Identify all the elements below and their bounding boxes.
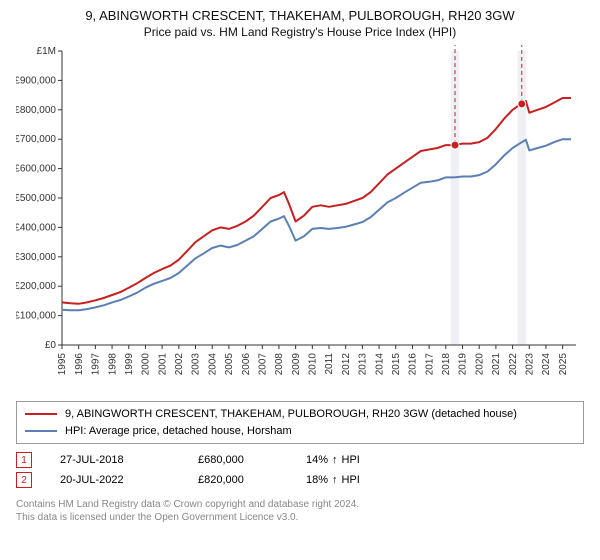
legend-swatch — [25, 430, 57, 432]
footer-line: This data is licensed under the Open Gov… — [16, 511, 584, 524]
svg-text:£600,000: £600,000 — [16, 164, 56, 175]
footer: Contains HM Land Registry data © Crown c… — [16, 498, 584, 524]
sale-price: £820,000 — [198, 474, 278, 486]
sales-table: 1 27-JUL-2018 £680,000 14%↑HPI 2 20-JUL-2022 £… — [16, 452, 584, 492]
svg-text:2010: 2010 — [308, 353, 319, 376]
svg-text:£300,000: £300,000 — [16, 252, 56, 263]
sale-row: 2 20-JUL-2022 £820,000 18%↑HPI — [16, 472, 584, 488]
chart-title-block: 9, ABINGWORTH CRESCENT, THAKEHAM, PULBOR… — [16, 8, 584, 39]
footer-line: Contains HM Land Registry data © Crown c… — [16, 498, 584, 511]
svg-text:2014: 2014 — [374, 353, 385, 376]
svg-text:2004: 2004 — [207, 353, 218, 376]
svg-text:£700,000: £700,000 — [16, 134, 56, 145]
svg-text:2012: 2012 — [341, 353, 352, 376]
svg-text:2003: 2003 — [191, 353, 202, 376]
svg-text:2005: 2005 — [224, 353, 235, 376]
svg-text:2017: 2017 — [424, 353, 435, 376]
svg-text:2021: 2021 — [491, 353, 502, 376]
svg-text:2022: 2022 — [508, 353, 519, 376]
svg-text:1997: 1997 — [91, 353, 102, 376]
svg-text:2025: 2025 — [558, 353, 569, 376]
svg-text:£0: £0 — [45, 340, 57, 351]
svg-text:1999: 1999 — [124, 353, 135, 376]
svg-text:£500,000: £500,000 — [16, 193, 56, 204]
chart-subtitle: Price paid vs. HM Land Registry's House … — [16, 25, 584, 39]
chart-title: 9, ABINGWORTH CRESCENT, THAKEHAM, PULBOR… — [16, 8, 584, 23]
svg-text:2011: 2011 — [324, 353, 335, 375]
svg-text:£900,000: £900,000 — [16, 75, 56, 86]
sale-date: 27-JUL-2018 — [60, 454, 170, 466]
svg-text:2000: 2000 — [141, 353, 152, 376]
svg-text:2024: 2024 — [541, 353, 552, 376]
svg-text:2006: 2006 — [241, 353, 252, 376]
svg-text:£1M: £1M — [37, 46, 56, 57]
svg-text:2001: 2001 — [157, 353, 168, 376]
sale-hpi-delta: 18%↑HPI — [306, 474, 360, 486]
arrow-up-icon: ↑ — [332, 454, 338, 466]
svg-text:£200,000: £200,000 — [16, 281, 56, 292]
chart-area: £0 £100,000 £200,000 £300,000 £400,000 £500,0… — [16, 45, 584, 395]
legend-item: 9, ABINGWORTH CRESCENT, THAKEHAM, PULBOR… — [25, 406, 575, 423]
svg-text:2018: 2018 — [441, 353, 452, 376]
line-chart-svg: £0 £100,000 £200,000 £300,000 £400,000 £500,0… — [16, 45, 584, 395]
svg-text:2002: 2002 — [174, 353, 185, 376]
svg-text:£100,000: £100,000 — [16, 311, 56, 322]
svg-text:1996: 1996 — [74, 353, 85, 376]
svg-text:2007: 2007 — [257, 353, 268, 376]
legend-label: HPI: Average price, detached house, Hors… — [65, 423, 292, 440]
svg-text:2020: 2020 — [474, 353, 485, 376]
svg-text:1998: 1998 — [107, 353, 118, 376]
svg-text:£400,000: £400,000 — [16, 222, 56, 233]
sale-hpi-delta: 14%↑HPI — [306, 454, 360, 466]
svg-text:2019: 2019 — [458, 353, 469, 376]
sale-date: 20-JUL-2022 — [60, 474, 170, 486]
svg-text:2008: 2008 — [274, 353, 285, 376]
sale-row: 1 27-JUL-2018 £680,000 14%↑HPI — [16, 452, 584, 468]
svg-text:1995: 1995 — [57, 353, 68, 376]
sale-price: £680,000 — [198, 454, 278, 466]
svg-text:2009: 2009 — [291, 353, 302, 376]
legend-swatch — [25, 413, 57, 415]
legend: 9, ABINGWORTH CRESCENT, THAKEHAM, PULBOR… — [16, 401, 584, 444]
arrow-up-icon: ↑ — [332, 474, 338, 486]
sale-index-badge: 2 — [16, 472, 32, 488]
svg-text:£800,000: £800,000 — [16, 105, 56, 116]
svg-text:2015: 2015 — [391, 353, 402, 376]
legend-item: HPI: Average price, detached house, Hors… — [25, 423, 575, 440]
legend-label: 9, ABINGWORTH CRESCENT, THAKEHAM, PULBOR… — [65, 406, 517, 423]
svg-text:2016: 2016 — [408, 353, 419, 376]
svg-text:2013: 2013 — [358, 353, 369, 376]
svg-text:2023: 2023 — [524, 353, 535, 376]
sale-index-badge: 1 — [16, 452, 32, 468]
